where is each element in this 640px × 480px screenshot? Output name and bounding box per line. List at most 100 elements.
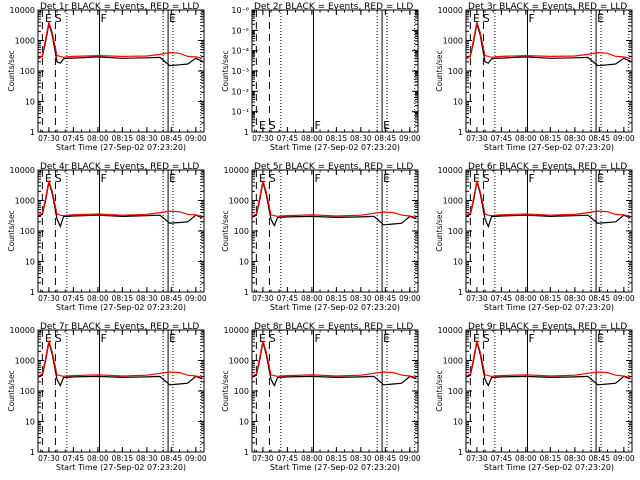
x-tick-label: 07:45 — [277, 294, 299, 303]
lld-series-line — [465, 180, 631, 217]
event-marker-label: S — [269, 332, 276, 345]
event-marker-label: E — [383, 332, 390, 345]
event-marker-label: S — [483, 332, 490, 345]
x-axis-label: Start Time (27-Sep-02 07:23:20) — [56, 303, 186, 312]
y-tick-label: 100 — [234, 227, 249, 236]
x-axis-label: Start Time (27-Sep-02 07:23:20) — [270, 143, 400, 152]
event-marker-label: E — [259, 119, 266, 132]
event-marker-label: F — [315, 119, 321, 132]
detector-panel-4: Det 4r BLACK = Events, RED = LLD 1 10 100 10… — [7, 162, 207, 312]
x-tick-label: 08:15 — [112, 454, 134, 463]
events-series-line — [37, 23, 203, 67]
panel-title: Det 1r BLACK = Events, RED = LLD — [40, 2, 199, 12]
y-tick-label: 10 — [25, 98, 35, 107]
detector-panel-6: Det 6r BLACK = Events, RED = LLD 1 10 100 10… — [435, 162, 635, 312]
event-marker-label: F — [529, 12, 535, 25]
plot-frame — [251, 329, 419, 453]
y-tick-label: 1 — [244, 128, 249, 137]
plot-frame — [37, 329, 205, 453]
lld-series-line — [465, 340, 631, 378]
x-tick-label: 08:45 — [589, 134, 611, 143]
x-tick-label: 07:30 — [252, 454, 274, 463]
x-tick-label: 09:00 — [399, 454, 421, 463]
x-tick-label: 08:30 — [350, 454, 372, 463]
lld-series-line — [251, 180, 417, 218]
x-tick-label: 08:30 — [350, 294, 372, 303]
y-tick-label: 1 — [458, 448, 463, 457]
y-tick-label: 10 — [239, 258, 249, 267]
y-tick-label: 10000 — [10, 326, 35, 335]
x-tick-label: 08:45 — [589, 294, 611, 303]
y-tick-label: 100 — [448, 67, 463, 76]
panel-title: Det 4r BLACK = Events, RED = LLD — [40, 162, 199, 172]
event-marker-label: F — [101, 12, 107, 25]
event-marker-label: E — [383, 119, 390, 132]
panel-title: Det 8r BLACK = Events, RED = LLD — [254, 322, 413, 332]
x-tick-label: 08:00 — [515, 454, 537, 463]
y-tick-label: 10000 — [438, 326, 463, 335]
x-tick-label: 07:30 — [252, 294, 274, 303]
event-marker-label: E — [45, 332, 52, 345]
y-tick-label: 100 — [20, 67, 35, 76]
panel-title: Det 2r BLACK = Events, RED = LLD — [254, 2, 413, 12]
x-tick-label: 08:30 — [564, 134, 586, 143]
y-tick-label: 1 — [458, 288, 463, 297]
events-series-line — [465, 341, 631, 388]
lld-series-line — [37, 21, 203, 59]
events-series-line — [37, 341, 203, 388]
event-marker-label: S — [269, 172, 276, 185]
y-axis-label: Counts/sec — [221, 370, 230, 411]
x-axis-label: Start Time (27-Sep-02 07:23:20) — [484, 463, 614, 472]
event-marker-label: E — [45, 12, 52, 25]
panel-title: Det 3r BLACK = Events, RED = LLD — [468, 2, 627, 12]
y-tick-label: 1000 — [443, 37, 463, 46]
x-axis-label: Start Time (27-Sep-02 07:23:20) — [270, 463, 400, 472]
y-tick-label: 10⁻⁵ — [231, 26, 249, 35]
y-axis-label: Counts/sec — [7, 370, 16, 411]
event-marker-label: E — [169, 172, 176, 185]
y-tick-label: 100 — [234, 387, 249, 396]
detector-panel-3: Det 3r BLACK = Events, RED = LLD 1 10 100 10… — [435, 2, 635, 152]
y-tick-label: 1000 — [229, 197, 249, 206]
x-axis-label: Start Time (27-Sep-02 07:23:20) — [484, 143, 614, 152]
y-tick-label: 10000 — [10, 6, 35, 15]
x-tick-label: 07:45 — [491, 454, 513, 463]
y-tick-label: 10000 — [438, 6, 463, 15]
x-tick-label: 09:00 — [613, 294, 635, 303]
lld-series-line — [465, 21, 631, 59]
event-marker-label: F — [529, 172, 535, 185]
x-tick-label: 08:30 — [136, 294, 158, 303]
y-tick-label: 10⁻⁴ — [231, 47, 249, 56]
x-tick-label: 07:45 — [63, 294, 85, 303]
events-series-line — [251, 181, 417, 228]
y-tick-label: 100 — [20, 387, 35, 396]
event-marker-label: E — [169, 332, 176, 345]
event-marker-label: E — [259, 332, 266, 345]
event-marker-label: F — [529, 332, 535, 345]
x-tick-label: 07:30 — [252, 134, 274, 143]
y-tick-label: 100 — [448, 227, 463, 236]
x-tick-label: 09:00 — [185, 134, 207, 143]
event-marker-label: S — [55, 12, 62, 25]
lld-series-line — [251, 340, 417, 378]
event-marker-label: S — [55, 172, 62, 185]
x-tick-label: 08:45 — [161, 294, 183, 303]
plot-frame — [465, 9, 633, 133]
plot-frame — [465, 329, 633, 453]
x-tick-label: 09:00 — [613, 134, 635, 143]
x-tick-label: 08:30 — [350, 134, 372, 143]
x-tick-label: 08:30 — [564, 294, 586, 303]
x-tick-label: 09:00 — [185, 294, 207, 303]
lld-series-line — [37, 340, 203, 378]
event-marker-label: E — [383, 172, 390, 185]
y-tick-label: 1000 — [229, 357, 249, 366]
x-tick-label: 09:00 — [399, 294, 421, 303]
y-tick-label: 10000 — [10, 166, 35, 175]
panel-title: Det 5r BLACK = Events, RED = LLD — [254, 162, 413, 172]
y-tick-label: 10000 — [224, 326, 249, 335]
y-tick-label: 1 — [30, 288, 35, 297]
x-tick-label: 08:00 — [301, 294, 323, 303]
plot-frame — [37, 9, 205, 133]
events-series-line — [465, 23, 631, 67]
x-tick-label: 07:30 — [466, 294, 488, 303]
